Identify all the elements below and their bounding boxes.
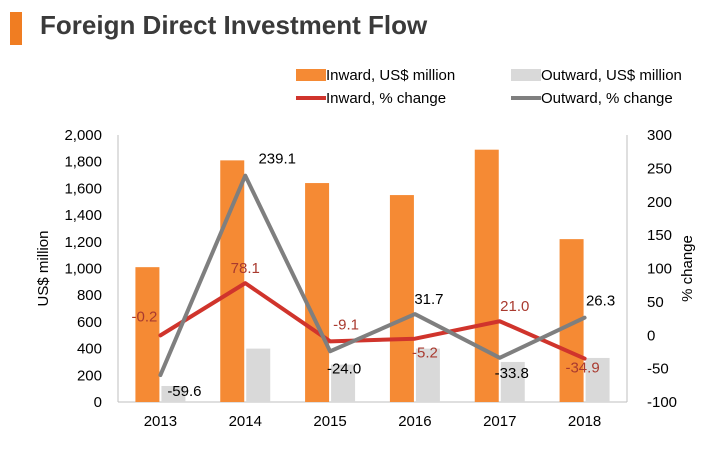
bar-inward — [220, 160, 245, 402]
bar-outward — [415, 348, 440, 402]
y-tick-label: 1,200 — [64, 234, 102, 251]
title-accent-bar — [10, 12, 22, 45]
y-axis-title: US$ million — [35, 231, 52, 307]
y2-tick-label: 50 — [647, 294, 664, 311]
data-label-inward-pct: -5.2 — [412, 345, 438, 362]
legend-label: Inward, % change — [326, 90, 446, 107]
data-label-outward-pct: 239.1 — [258, 151, 296, 168]
y2-tick-label: 300 — [647, 127, 672, 144]
y2-axis-title: % change — [679, 235, 696, 302]
y2-tick-label: -100 — [647, 394, 677, 411]
x-tick-label: 2016 — [398, 413, 431, 430]
y2-tick-label: 250 — [647, 160, 672, 177]
data-label-inward-pct: 21.0 — [500, 298, 529, 315]
bar-inward — [474, 149, 499, 402]
y-tick-label: 2,000 — [64, 127, 102, 144]
y-tick-label: 800 — [77, 287, 102, 304]
x-tick-label: 2018 — [568, 413, 601, 430]
y-tick-label: 600 — [77, 314, 102, 331]
data-label-outward-pct: -33.8 — [495, 365, 529, 382]
y-tick-label: 400 — [77, 341, 102, 358]
data-label-inward-pct: -34.9 — [565, 360, 599, 377]
y-tick-label: 1,800 — [64, 154, 102, 171]
y-tick-label: 1,400 — [64, 207, 102, 224]
legend-label: Outward, US$ million — [541, 67, 682, 84]
y-tick-label: 0 — [94, 394, 102, 411]
bar-outward — [246, 348, 271, 402]
y-tick-label: 200 — [77, 367, 102, 384]
x-tick-label: 2014 — [229, 413, 262, 430]
y2-tick-label: 150 — [647, 227, 672, 244]
y2-tick-label: -50 — [647, 361, 669, 378]
data-label-outward-pct: -24.0 — [327, 360, 361, 377]
y2-tick-label: 0 — [647, 327, 655, 344]
bar-outward — [331, 364, 356, 402]
data-label-inward-pct: -0.2 — [131, 308, 157, 325]
legend-label: Outward, % change — [541, 90, 673, 107]
y-tick-label: 1,600 — [64, 180, 102, 197]
bar-outward — [161, 385, 186, 402]
x-tick-label: 2015 — [313, 413, 346, 430]
bar-inward — [389, 195, 414, 402]
y2-tick-label: 200 — [647, 194, 672, 211]
legend-swatch-bar — [511, 69, 541, 81]
bar-outward — [500, 361, 525, 402]
legend-label: Inward, US$ million — [326, 67, 455, 84]
legend-swatch-bar — [296, 69, 326, 81]
bar-inward — [135, 267, 160, 402]
data-label-inward-pct: 78.1 — [231, 260, 260, 277]
line-outward-pct — [158, 173, 587, 378]
y2-tick-label: 100 — [647, 261, 672, 278]
data-label-outward-pct: 26.3 — [586, 293, 615, 310]
line-inward-pct — [158, 281, 587, 361]
x-tick-label: 2017 — [483, 413, 516, 430]
x-tick-label: 2013 — [144, 413, 177, 430]
bar-outward — [585, 357, 610, 402]
data-label-outward-pct: 31.7 — [414, 291, 443, 308]
page-title: Foreign Direct Investment Flow — [40, 10, 428, 40]
y-tick-label: 1,000 — [64, 261, 102, 278]
data-label-inward-pct: -9.1 — [333, 316, 359, 333]
bar-inward — [305, 183, 330, 402]
data-label-outward-pct: -59.6 — [167, 383, 201, 400]
